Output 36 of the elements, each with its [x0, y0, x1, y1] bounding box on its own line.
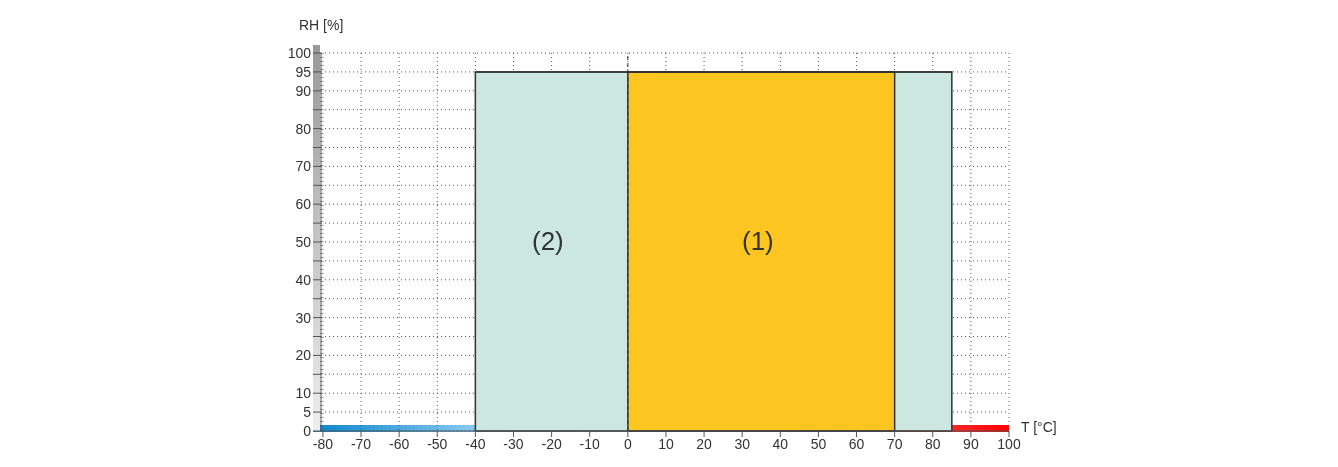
x-tick-label: 80: [924, 435, 941, 452]
x-tick-label: -50: [427, 435, 448, 452]
y-tick-label: 60: [295, 196, 312, 213]
y-tick-label: 20: [295, 347, 312, 364]
x-tick-label: 10: [658, 435, 674, 452]
x-tick-label: 100: [997, 435, 1021, 452]
x-axis-title: T [°C]: [1021, 419, 1057, 435]
y-tick-label: 50: [295, 233, 312, 250]
x-tick-label: -40: [465, 435, 486, 452]
x-tick-label: 20: [696, 435, 713, 452]
y-axis-title: RH [%]: [299, 17, 344, 33]
x-tick-label: 0: [623, 435, 632, 452]
y-tick-label: 95: [295, 63, 312, 80]
x-tick-label: -20: [541, 435, 562, 452]
x-tick-label: -80: [312, 435, 334, 452]
y-tick-label: 5: [303, 404, 312, 421]
x-tick-label: 60: [848, 435, 865, 452]
x-tick-label: -70: [350, 435, 372, 452]
x-tick-label: -10: [579, 435, 601, 452]
y-tick-label: 30: [295, 309, 312, 326]
x-tick-label: -30: [503, 435, 524, 452]
y-tick-label: 0: [303, 422, 312, 439]
y-tick-label: 10: [295, 385, 312, 402]
y-tick-label: 90: [295, 82, 312, 99]
x-tick-label: 30: [734, 435, 751, 452]
annotation: (1): [742, 226, 774, 257]
x-tick-label: -60: [389, 435, 410, 452]
x-tick-label: 50: [810, 435, 827, 452]
y-tick-label: 100: [287, 44, 312, 61]
y-tick-label: 40: [295, 271, 312, 288]
x-tick-label: 40: [772, 435, 789, 452]
y-tick-label: 70: [295, 158, 312, 175]
x-tick-label: 90: [963, 435, 979, 452]
y-tick-label: 80: [295, 120, 312, 137]
x-tick-label: 70: [886, 435, 903, 452]
annotation: (2): [532, 226, 564, 257]
